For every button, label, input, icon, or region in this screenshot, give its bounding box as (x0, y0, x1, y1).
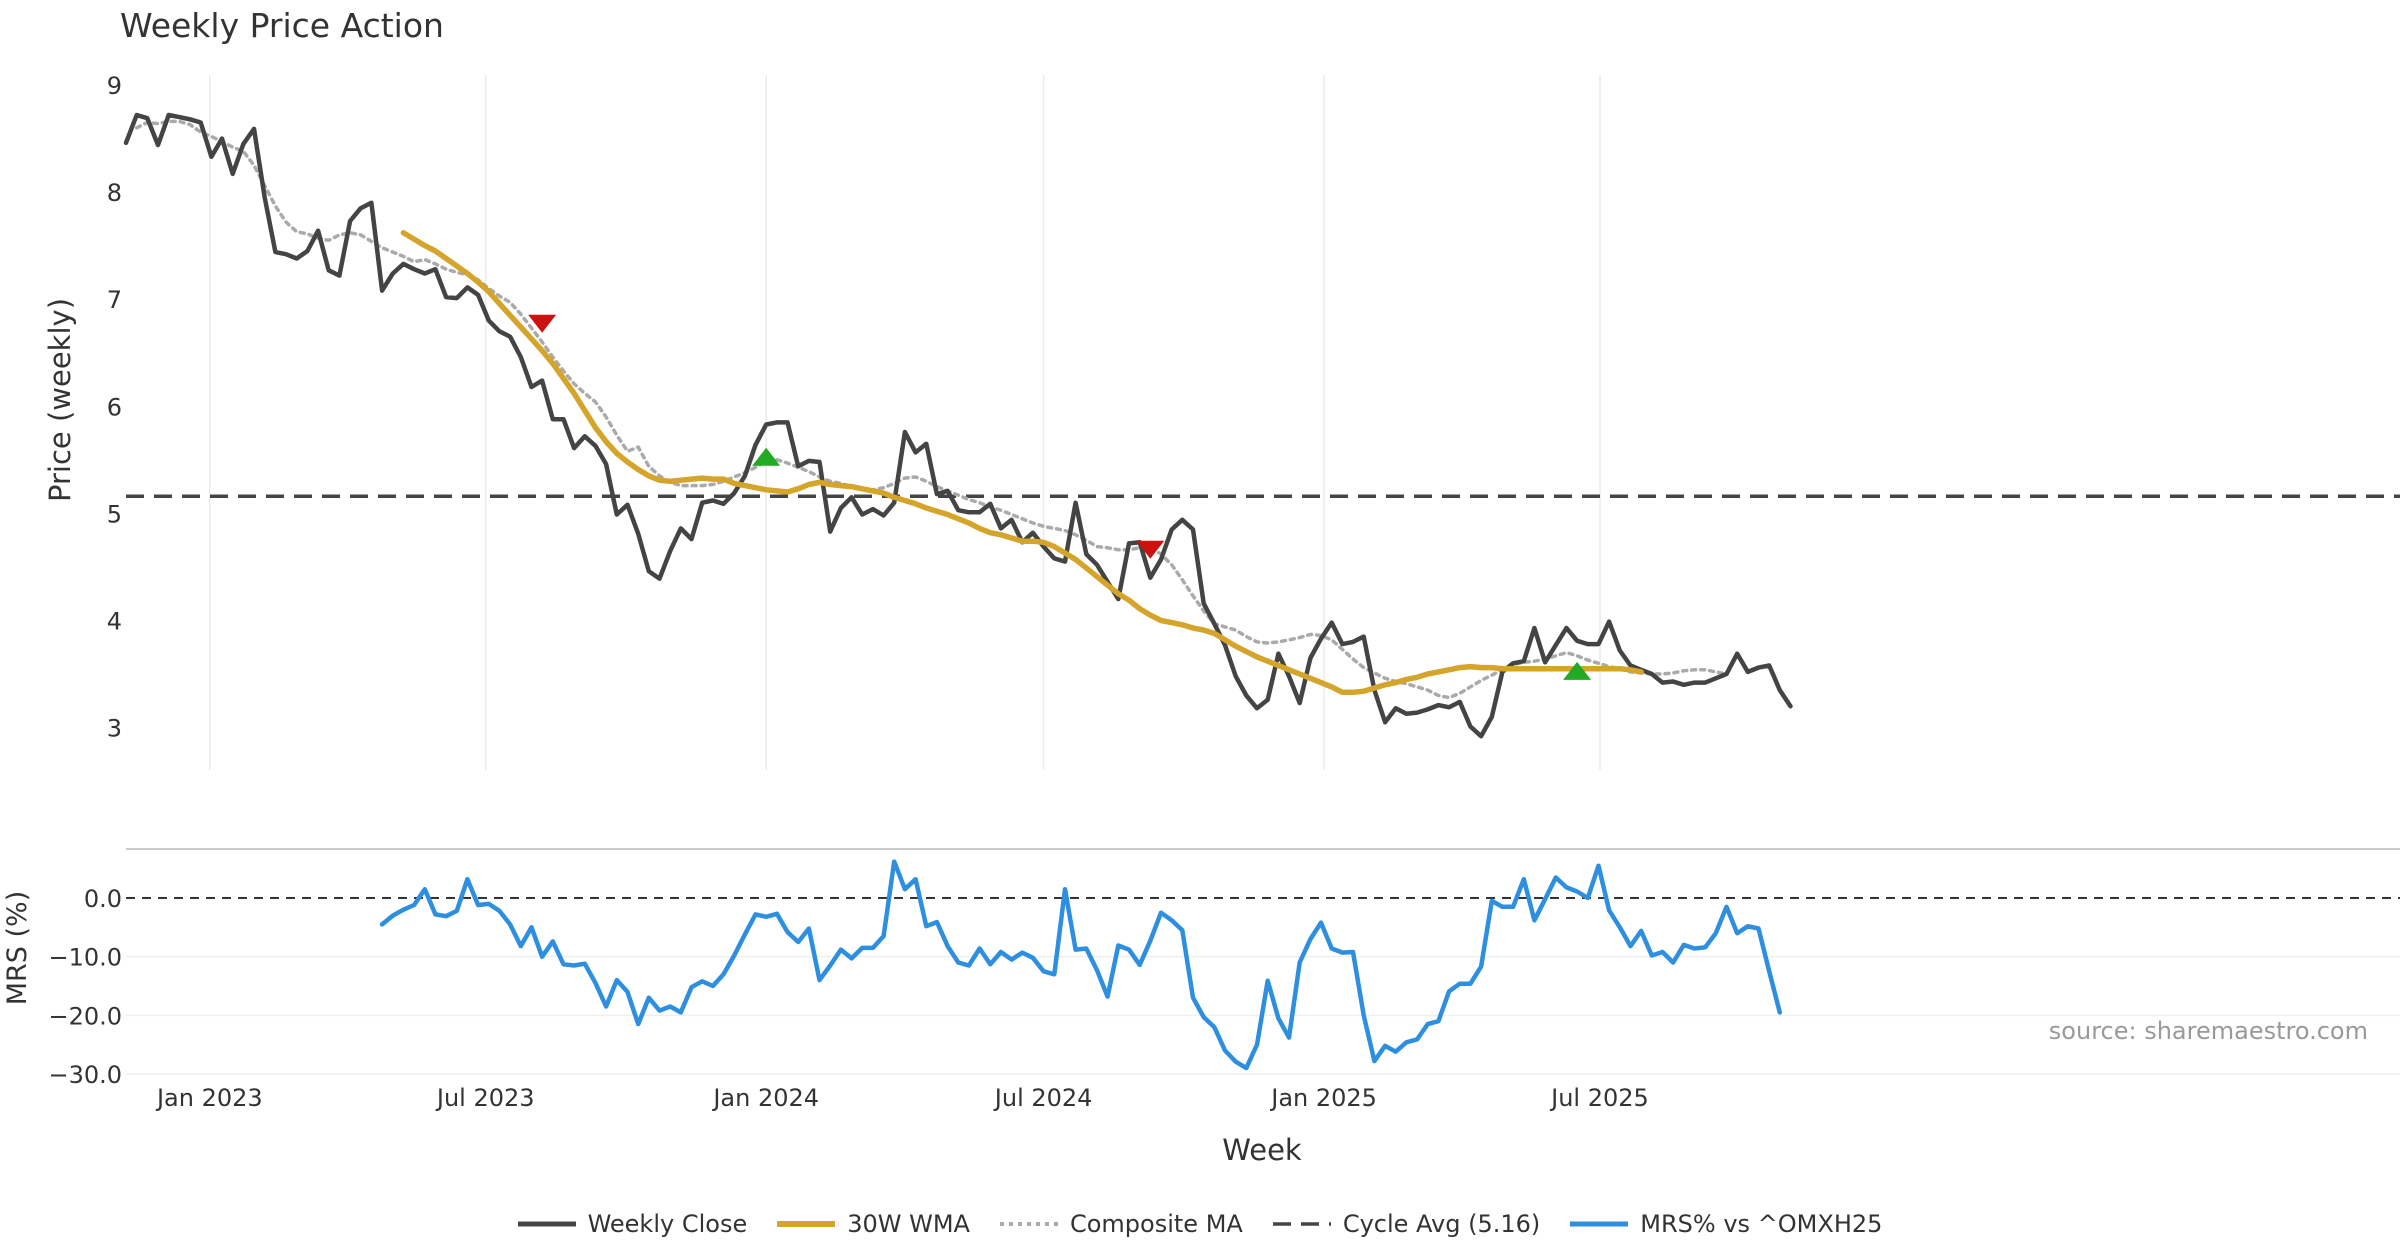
legend-swatch-cycle-avg (1272, 1222, 1331, 1226)
time-axis: Jan 2023 Jul 2023 Jan 2024 Jul 2024 Jan 2025… (155, 1084, 1649, 1112)
price-series (123, 112, 2400, 739)
x-axis-title: Week (1222, 1133, 1302, 1167)
grid-lines (126, 75, 2400, 1075)
legend-swatch-weekly-close (517, 1221, 576, 1227)
x-tick-label: Jul 2024 (993, 1084, 1093, 1112)
mrs-line (379, 859, 1783, 1071)
x-tick-label: Jan 2024 (711, 1084, 819, 1112)
price-tick-label: 7 (107, 286, 122, 314)
mrs-tick-label: −20.0 (48, 1002, 122, 1030)
legend-label-wma: 30W WMA (847, 1210, 970, 1238)
price-axis: 3 4 5 6 7 8 9 (107, 72, 122, 743)
legend-label-mrs: MRS% vs ^OMXH25 (1640, 1210, 1883, 1238)
mrs-axis: 0.0 −10.0 −20.0 −30.0 (48, 848, 2400, 1089)
legend-item-cycle-avg: Cycle Avg (5.16) (1272, 1210, 1541, 1238)
mrs-tick-label: −10.0 (48, 944, 122, 972)
legend-item-composite-ma: Composite MA (999, 1210, 1243, 1238)
legend-label-composite-ma: Composite MA (1069, 1210, 1243, 1238)
sell-signal-marker (528, 314, 557, 333)
price-tick-label: 9 (107, 72, 122, 100)
price-tick-label: 3 (107, 715, 122, 743)
x-tick-label: Jan 2023 (155, 1084, 263, 1112)
mrs-tick-label: −30.0 (48, 1061, 122, 1089)
legend-swatch-composite-ma (999, 1222, 1058, 1226)
x-tick-label: Jul 2025 (1549, 1084, 1649, 1112)
price-axis-title: Price (weekly) (43, 298, 77, 502)
legend-item-mrs: MRS% vs ^OMXH25 (1570, 1210, 1882, 1238)
wma-line (400, 230, 1644, 696)
mrs-series (379, 859, 1783, 1071)
x-tick-label: Jan 2025 (1269, 1084, 1377, 1112)
legend-label-cycle-avg: Cycle Avg (5.16) (1342, 1210, 1541, 1238)
price-tick-label: 5 (107, 500, 122, 528)
legend-swatch-mrs (1570, 1221, 1629, 1227)
buy-signal-marker (1563, 661, 1592, 680)
mrs-tick-label: 0.0 (84, 885, 122, 913)
source-annotation: source: sharemaestro.com (2048, 1017, 2368, 1045)
buy-signal-marker (752, 447, 781, 466)
legend-label-weekly-close: Weekly Close (587, 1210, 748, 1238)
weekly-close-line (123, 112, 1793, 739)
chart-title: Weekly Price Action (120, 6, 444, 45)
price-tick-label: 6 (107, 393, 122, 421)
price-tick-label: 8 (107, 179, 122, 207)
legend-item-weekly-close: Weekly Close (517, 1210, 748, 1238)
price-tick-label: 4 (107, 608, 122, 636)
signal-markers (528, 314, 1592, 680)
legend-swatch-wma (777, 1221, 836, 1227)
sell-signal-marker (1136, 540, 1165, 559)
x-tick-label: Jul 2023 (435, 1084, 535, 1112)
legend-item-wma: 30W WMA (777, 1210, 970, 1238)
composite-ma-line (134, 119, 1729, 700)
mrs-axis-title: MRS (%) (2, 891, 33, 1006)
chart-legend: Weekly Close 30W WMA Composite MA Cycle … (0, 1210, 2400, 1238)
